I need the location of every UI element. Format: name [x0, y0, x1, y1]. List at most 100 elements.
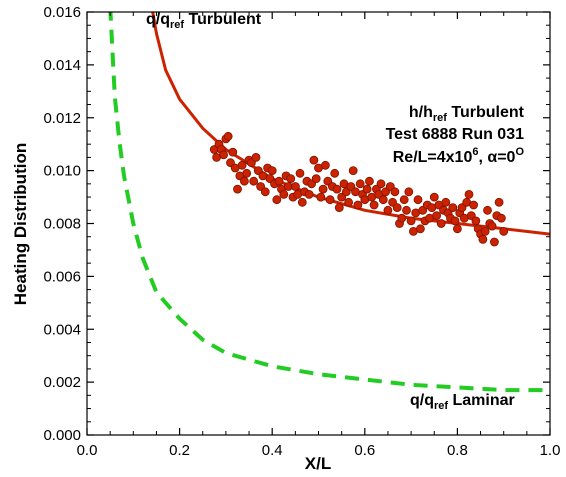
data-point [429, 192, 439, 202]
data-point [325, 195, 335, 205]
data-point [267, 166, 277, 176]
data-point [318, 184, 328, 194]
data-point [397, 213, 407, 223]
data-point [480, 226, 490, 236]
data-point [369, 200, 379, 210]
y-tick-label: 0.006 [43, 268, 81, 285]
data-point [406, 216, 416, 226]
axes-layer: 0.0 0.2 0.4 0.6 0.8 1.0 0.000 0.002 0.004 0.006 0.… [43, 4, 560, 459]
data-label-line3-sup: 6 [472, 146, 478, 158]
y-tick-label: 0.016 [43, 4, 81, 21]
y-tick-label: 0.002 [43, 374, 81, 391]
y-tick-label: 0.004 [43, 321, 81, 338]
laminar-curve-label: q/qref Laminar [410, 392, 515, 412]
data-series-label: h/href Turbulent [409, 104, 525, 124]
laminar-label-main: q/q [410, 392, 434, 409]
data-point [499, 226, 509, 236]
laminar-label-sub: ref [434, 400, 448, 412]
data-point [413, 195, 423, 205]
data-point [330, 168, 340, 178]
data-point [448, 203, 458, 213]
data-label-line1-rest: Turbulent [447, 104, 525, 121]
data-point [237, 160, 247, 170]
y-tick-label: 0.000 [43, 427, 81, 444]
y-axis-title: Heating Distribution [11, 143, 30, 305]
turbulent-label-rest: Turbulent [184, 11, 262, 28]
data-point [362, 184, 372, 194]
data-point [355, 179, 365, 189]
data-point [334, 203, 344, 213]
data-point [487, 221, 497, 231]
data-label-line2: Test 6888 Run 031 [386, 126, 525, 143]
data-point [383, 205, 393, 215]
x-axis-title: X/L [305, 454, 331, 473]
data-point [286, 174, 296, 184]
data-point [441, 197, 451, 207]
data-point [464, 189, 474, 199]
data-point [399, 195, 409, 205]
laminar-label-rest: Laminar [448, 392, 515, 409]
y-tick-label: 0.008 [43, 216, 81, 233]
data-point [432, 211, 442, 221]
data-point [344, 197, 354, 207]
data-point [489, 237, 499, 247]
data-point [496, 213, 506, 223]
data-point [364, 176, 374, 186]
y-tick-label: 0.014 [43, 57, 81, 74]
data-point [450, 216, 460, 226]
data-point [295, 168, 305, 178]
plot-frame [86, 11, 551, 436]
data-label-line3-mid: , α=0 [478, 149, 515, 166]
data-point [469, 200, 479, 210]
data-label-line3: Re/L=4x106, α=0O [393, 146, 525, 166]
x-tick-label: 0.8 [447, 442, 468, 459]
x-tick-label: 0.0 [77, 442, 98, 459]
data-point [233, 184, 242, 194]
turbulent-label-sub: ref [170, 19, 184, 31]
data-point [316, 192, 326, 202]
data-point [249, 176, 259, 186]
data-label-line1-main: h/h [409, 104, 433, 121]
data-point [436, 219, 446, 228]
data-point [392, 203, 402, 213]
data-point [304, 189, 314, 199]
data-point [348, 166, 358, 176]
data-point [478, 234, 488, 244]
data-point [274, 176, 284, 186]
x-tick-label: 0.6 [354, 442, 375, 459]
data-point [260, 187, 270, 197]
data-point [219, 150, 229, 160]
data-point [228, 147, 238, 157]
data-point [272, 195, 282, 205]
y-tick-label: 0.010 [43, 163, 81, 180]
data-point [311, 174, 321, 184]
data-point [452, 224, 462, 234]
x-tick-label: 1.0 [540, 442, 561, 459]
data-point [242, 168, 252, 178]
x-tick-label: 0.4 [262, 442, 283, 459]
turbulent-curve-label: q/qref Turbulent [146, 11, 262, 31]
x-tick-label: 0.2 [169, 442, 190, 459]
data-point [320, 160, 330, 170]
series-layer [108, 12, 550, 393]
data-point [251, 152, 261, 162]
turbulent-label-main: q/q [146, 11, 170, 28]
data-point [390, 187, 400, 197]
data-point [378, 195, 388, 205]
laminar-curve [108, 12, 550, 393]
data-point [353, 200, 363, 210]
data-point [471, 216, 481, 226]
data-point [483, 205, 492, 215]
data-point [376, 179, 386, 189]
data-point [309, 155, 319, 165]
data-point [297, 197, 307, 207]
y-tick-label: 0.012 [43, 110, 81, 127]
data-point [239, 176, 249, 186]
data-point [223, 131, 233, 141]
data-point [415, 224, 425, 234]
data-point [279, 189, 289, 199]
data-label-line1-sub: ref [433, 112, 447, 124]
data-point [332, 184, 342, 194]
data-label-line3-sup2: O [515, 146, 524, 158]
data-point [494, 197, 504, 207]
